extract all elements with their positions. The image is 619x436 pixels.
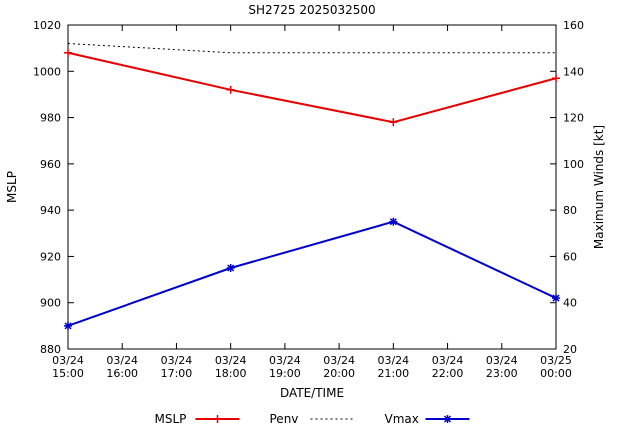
svg-text:17:00: 17:00 [161,367,193,380]
svg-text:16:00: 16:00 [106,367,138,380]
svg-text:80: 80 [563,204,577,217]
svg-text:940: 940 [40,204,61,217]
axis-labels: MSLP Maximum Winds [kt] DATE/TIME [5,125,606,400]
svg-text:20:00: 20:00 [323,367,355,380]
svg-text:03/24: 03/24 [323,354,355,367]
svg-text:03/24: 03/24 [106,354,138,367]
svg-text:23:00: 23:00 [486,367,518,380]
svg-text:960: 960 [40,158,61,171]
svg-text:03/24: 03/24 [52,354,84,367]
svg-text:18:00: 18:00 [215,367,247,380]
legend-label-penv: Penv [270,412,299,426]
svg-text:920: 920 [40,250,61,263]
svg-text:140: 140 [563,65,584,78]
svg-text:20: 20 [563,343,577,356]
svg-text:03/24: 03/24 [269,354,301,367]
svg-text:00:00: 00:00 [540,367,572,380]
svg-text:19:00: 19:00 [269,367,301,380]
svg-text:120: 120 [563,112,584,125]
series-mslp [64,48,560,127]
svg-text:880: 880 [40,343,61,356]
y-axis-left: 880 900 920 940 960 980 1000 1020 [33,19,74,356]
svg-text:980: 980 [40,112,61,125]
svg-text:SH2725 2025032500: SH2725 2025032500 [248,3,375,17]
svg-text:03/24: 03/24 [215,354,247,367]
series-penv [67,43,556,54]
svg-text:03/24: 03/24 [486,354,518,367]
series-vmax [64,217,560,330]
legend-label-mslp: MSLP [155,412,187,426]
chart-title: SH2725 2025032500 [248,3,375,17]
x-axis: 03/2415:0003/2416:0003/2417:0003/2418:00… [52,25,572,380]
y-axis-right: 20 40 60 80 100 120 140 160 [550,19,584,356]
svg-text:160: 160 [563,19,584,32]
svg-text:03/25: 03/25 [540,354,572,367]
legend-label-vmax: Vmax [385,412,419,426]
svg-text:21:00: 21:00 [377,367,409,380]
svg-text:03/24: 03/24 [432,354,464,367]
svg-text:40: 40 [563,297,577,310]
plot-border [67,24,557,350]
svg-text:1020: 1020 [33,19,61,32]
y-axis-right-title: Maximum Winds [kt] [592,125,606,249]
x-axis-title: DATE/TIME [280,386,344,400]
y-axis-left-title: MSLP [5,171,19,203]
svg-text:100: 100 [563,158,584,171]
svg-text:60: 60 [563,250,577,263]
legend: MSLP Penv Vmax [155,412,470,426]
svg-text:03/24: 03/24 [161,354,193,367]
svg-text:03/24: 03/24 [377,354,409,367]
svg-text:1000: 1000 [33,65,61,78]
svg-text:15:00: 15:00 [52,367,84,380]
svg-text:22:00: 22:00 [432,367,464,380]
svg-text:900: 900 [40,297,61,310]
